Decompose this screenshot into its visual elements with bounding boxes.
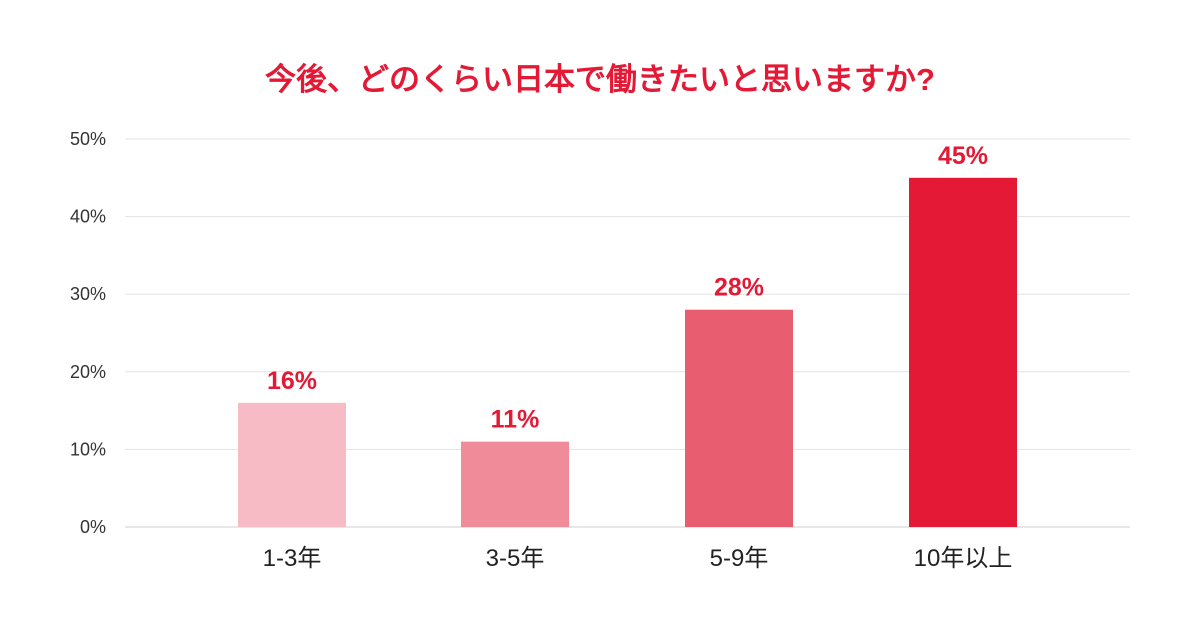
y-tick-label: 40% [70, 207, 106, 227]
y-tick-label: 10% [70, 439, 106, 459]
bar-value-label: 45% [938, 142, 988, 170]
y-tick-label: 30% [70, 284, 106, 304]
x-category-label: 10年以上 [914, 545, 1013, 572]
bar [461, 441, 569, 527]
bar [238, 402, 346, 527]
bar-value-label: 28% [714, 274, 764, 302]
y-tick-label: 50% [70, 129, 106, 149]
y-tick-label: 0% [80, 517, 106, 537]
y-axis-ticks: 0% 10% 20% 30% 40% 50% [70, 129, 106, 537]
x-category-label: 3-5年 [486, 545, 545, 572]
value-labels: 16% 11% 28% 45% [267, 142, 988, 434]
x-category-label: 1-3年 [263, 545, 322, 572]
chart-title: 今後、どのくらい日本で働きたいと思いますか? [265, 62, 935, 97]
bar-value-label: 11% [491, 406, 540, 434]
bar [909, 177, 1017, 528]
bar-value-label: 16% [267, 367, 317, 395]
x-category-label: 5-9年 [710, 545, 769, 572]
bar [685, 309, 793, 527]
bars [238, 177, 1017, 528]
x-axis-categories: 1-3年 3-5年 5-9年 10年以上 [263, 545, 1013, 572]
y-tick-label: 20% [70, 362, 106, 382]
